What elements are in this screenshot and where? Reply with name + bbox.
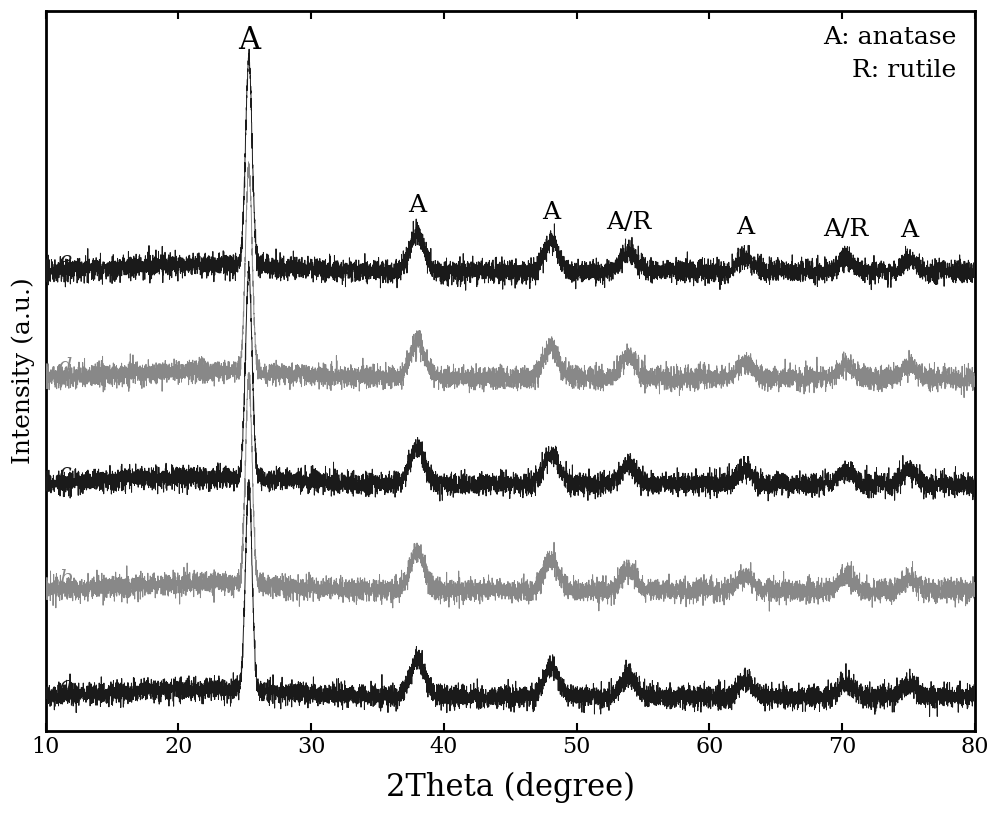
Text: a: a — [59, 676, 72, 694]
Text: A: A — [542, 200, 560, 224]
Text: c: c — [59, 463, 71, 482]
Text: A: A — [408, 194, 426, 217]
Text: d: d — [59, 357, 72, 376]
X-axis label: 2Theta (degree): 2Theta (degree) — [386, 772, 635, 803]
Y-axis label: Intensity (a.u.): Intensity (a.u.) — [11, 278, 35, 465]
Text: A/R: A/R — [606, 211, 651, 234]
Text: b: b — [59, 569, 72, 589]
Text: A: anatase
R: rutile: A: anatase R: rutile — [823, 25, 956, 82]
Text: e: e — [59, 251, 71, 269]
Text: A: A — [238, 24, 260, 55]
Text: A: A — [736, 217, 754, 239]
Text: A/R: A/R — [823, 218, 869, 241]
Text: A: A — [901, 219, 919, 242]
